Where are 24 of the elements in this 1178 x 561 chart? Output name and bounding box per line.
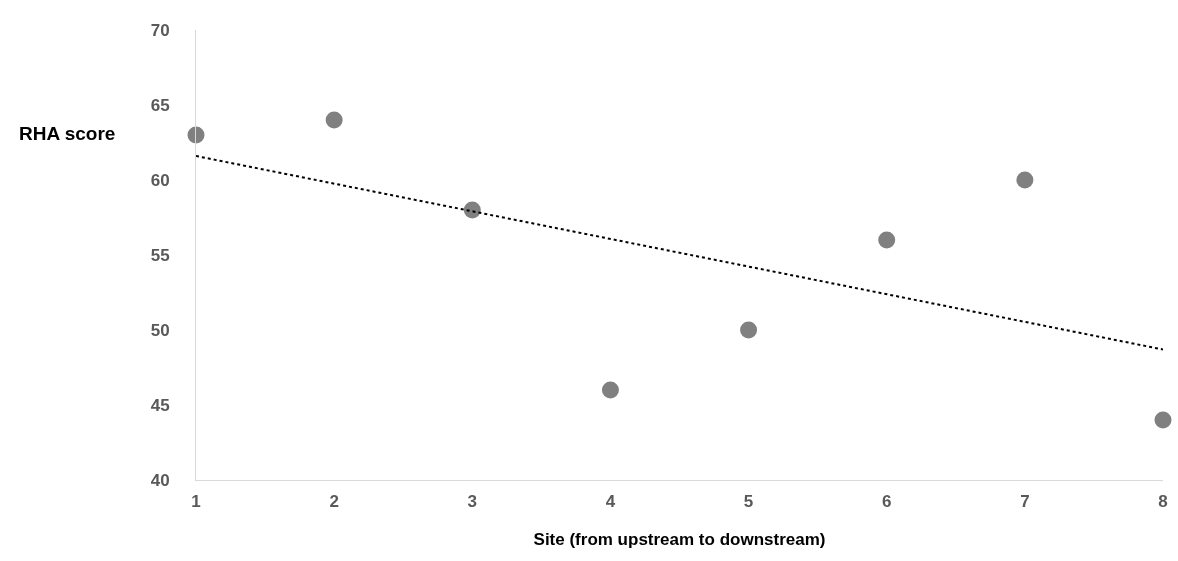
- x-axis-title: Site (from upstream to downstream): [533, 529, 826, 549]
- point: [878, 231, 896, 249]
- point: [1154, 411, 1172, 429]
- y-tick-label: 60: [150, 170, 170, 190]
- x-tick-label: 7: [1020, 492, 1030, 512]
- y-tick-label: 70: [150, 20, 170, 40]
- x-tick-label: 2: [329, 492, 339, 512]
- point: [601, 381, 619, 399]
- y-tick-label: 65: [150, 95, 170, 115]
- x-tick-label: 8: [1158, 492, 1168, 512]
- x-tick-label: 6: [881, 492, 892, 512]
- point: [1016, 171, 1034, 189]
- y-tick-label: 40: [150, 470, 170, 490]
- x-tick-label: 4: [605, 492, 616, 512]
- y-tick-label: 45: [150, 395, 170, 415]
- y-tick-label: 50: [150, 320, 170, 340]
- point: [325, 111, 343, 129]
- y-tick-label: 55: [150, 245, 170, 265]
- y-axis-title: RHA score: [19, 123, 116, 144]
- point: [740, 321, 758, 339]
- x-tick-label: 3: [467, 492, 478, 512]
- x-tick-label: 5: [743, 492, 754, 512]
- point: [463, 201, 481, 219]
- x-tick-label: 1: [191, 492, 201, 512]
